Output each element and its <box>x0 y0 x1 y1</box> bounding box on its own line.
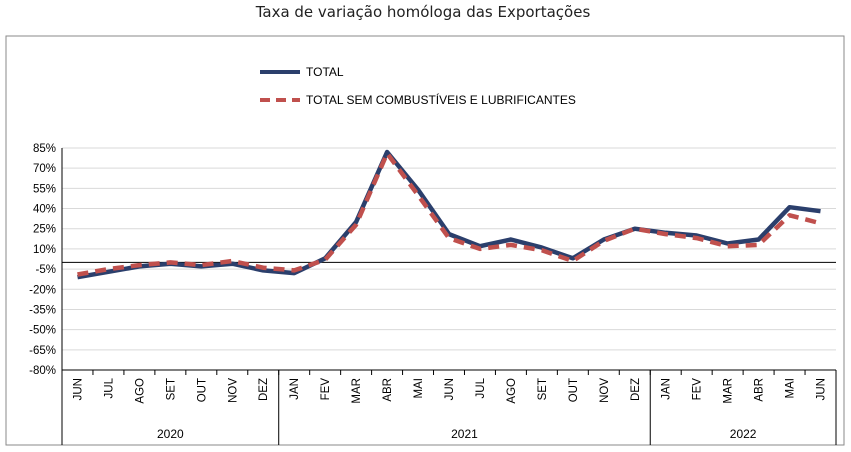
series-line-total-sem-combustiveis <box>77 151 822 277</box>
x-axis: JUN JUL AGO SET OUT NOV DEZ JAN FEV MAR ABR MAI JUN J… <box>61 261 837 445</box>
chart-title: Taxa de variação homóloga das Exportaçõe… <box>255 3 591 21</box>
x-tick-label: JUL <box>475 377 487 398</box>
y-tick-label: 85% <box>33 143 56 155</box>
y-tick-label: 70% <box>33 163 56 175</box>
x-tick-label: OUT <box>568 378 580 402</box>
chart-frame <box>5 35 845 446</box>
x-tick-label: NOV <box>227 378 239 403</box>
legend-total-label[interactable]: TOTAL <box>306 65 344 79</box>
x-tick-label: ABR <box>754 378 766 402</box>
y-tick-label: -50% <box>29 325 56 337</box>
x-tick-label: FEV <box>320 378 332 401</box>
y-tick-label: -5% <box>36 264 56 276</box>
y-tick-label: -35% <box>29 304 56 316</box>
x-tick-label: JUL <box>103 377 115 398</box>
year-label: 2022 <box>730 427 757 441</box>
series-group <box>77 149 822 280</box>
y-axis: 85% 70% 55% 40% 25% 10% -5% -20% -35% -50% -65% -80… <box>29 143 63 377</box>
x-tick-label: JUN <box>72 378 84 400</box>
x-tick-label: MAI <box>413 378 425 398</box>
x-tick-label: SET <box>537 378 549 400</box>
y-tick-label: 10% <box>33 244 56 256</box>
year-label: 2020 <box>157 427 184 441</box>
x-tick-label: AGO <box>506 378 518 404</box>
gridlines <box>62 147 836 371</box>
x-tick-label: JAN <box>289 378 301 400</box>
y-tick-label: 40% <box>33 204 56 216</box>
x-tick-label: JUN <box>444 378 456 400</box>
x-tick-label: FEV <box>692 378 704 401</box>
y-tick-label: -80% <box>29 365 56 377</box>
year-label: 2021 <box>451 427 478 441</box>
y-tick-label: 55% <box>33 183 56 195</box>
x-tick-label: JUN <box>816 378 828 400</box>
x-tick-label: MAR <box>351 378 363 404</box>
y-tick-label: 25% <box>33 224 56 236</box>
legend: TOTAL TOTAL SEM COMBUSTÍVEIS E LUBRIFICA… <box>260 65 576 107</box>
x-tick-label: AGO <box>134 378 146 404</box>
x-tick-label: NOV <box>599 378 611 403</box>
x-tick-label: MAI <box>785 378 797 398</box>
series-line-total <box>77 149 821 280</box>
x-tick-label: SET <box>165 378 177 400</box>
x-tick-label: OUT <box>196 378 208 402</box>
x-tick-label: DEZ <box>258 378 270 401</box>
legend-sem-combustiveis-label[interactable]: TOTAL SEM COMBUSTÍVEIS E LUBRIFICANTES <box>306 92 576 107</box>
y-tick-label: -20% <box>29 284 56 296</box>
x-tick-label: MAR <box>723 378 735 404</box>
x-tick-label: DEZ <box>630 378 642 401</box>
x-tick-label: JAN <box>661 378 673 400</box>
y-tick-label: -65% <box>29 345 56 357</box>
x-tick-label: ABR <box>382 378 394 402</box>
